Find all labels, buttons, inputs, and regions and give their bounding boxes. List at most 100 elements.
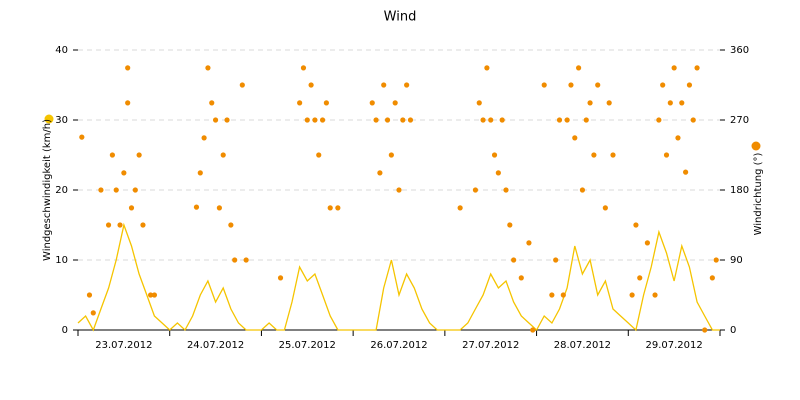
direction-point <box>316 152 322 158</box>
direction-point <box>679 100 685 106</box>
direction-point <box>644 240 650 246</box>
y2-tick-label: 270 <box>730 115 749 126</box>
direction-point <box>472 187 479 193</box>
direction-point <box>457 205 463 211</box>
direction-point <box>671 65 677 71</box>
direction-point <box>193 204 200 210</box>
direction-point <box>388 152 394 158</box>
direction-point <box>587 100 593 106</box>
direction-point <box>205 65 211 71</box>
direction-point <box>197 170 203 176</box>
direction-point <box>694 65 700 71</box>
direction-point <box>105 222 112 228</box>
direction-point <box>488 117 494 123</box>
direction-point <box>140 222 146 228</box>
direction-point <box>709 275 715 281</box>
direction-point <box>518 275 524 281</box>
direction-point <box>212 117 219 123</box>
direction-point <box>407 117 414 123</box>
direction-point <box>128 205 135 211</box>
direction-point <box>484 65 490 71</box>
direction-point <box>541 82 547 88</box>
direction-point <box>86 292 93 298</box>
direction-point <box>232 257 238 263</box>
y2-tick-label: 360 <box>730 45 749 56</box>
direction-point <box>300 65 307 71</box>
direction-point <box>507 222 513 228</box>
y2-tick-label: 180 <box>730 185 749 196</box>
direction-point <box>277 275 284 281</box>
direction-point <box>495 170 501 176</box>
direction-point <box>553 257 559 263</box>
direction-point <box>312 117 318 123</box>
direction-point <box>369 100 375 106</box>
direction-point <box>243 257 249 263</box>
direction-point <box>228 222 234 228</box>
direction-point <box>377 170 383 176</box>
direction-point <box>148 292 154 298</box>
direction-point <box>400 117 406 123</box>
direction-point <box>224 117 230 123</box>
direction-point <box>690 117 696 123</box>
direction-point <box>297 100 303 106</box>
legend-marker <box>44 114 54 124</box>
direction-point <box>319 117 326 123</box>
direction-point <box>132 187 138 193</box>
y-axis-title: Windgeschwindigkeit (km/h) <box>42 119 53 261</box>
direction-point <box>392 100 398 106</box>
direction-point <box>480 117 486 123</box>
y2-axis-title: Windrichtung (°) <box>753 153 764 236</box>
direction-point <box>663 152 670 158</box>
direction-point <box>90 310 96 316</box>
x-tick-label: 24.07.2012 <box>187 340 244 351</box>
direction-point <box>686 82 693 88</box>
direction-point <box>652 292 658 298</box>
direction-point <box>511 257 517 263</box>
direction-point <box>583 117 589 123</box>
direction-point <box>117 222 123 228</box>
direction-point <box>713 257 719 263</box>
y-tick-label: 20 <box>55 185 68 196</box>
direction-point <box>335 205 341 211</box>
x-tick-label: 23.07.2012 <box>95 340 152 351</box>
y-tick-label: 30 <box>55 115 68 126</box>
x-tick-label: 29.07.2012 <box>646 340 703 351</box>
speed-line <box>77 222 720 332</box>
direction-point <box>564 117 570 123</box>
x-tick-label: 28.07.2012 <box>554 340 611 351</box>
direction-point <box>530 327 536 333</box>
direction-point <box>576 65 582 71</box>
direction-point <box>304 117 310 123</box>
direction-point <box>560 292 566 298</box>
direction-point <box>476 100 482 106</box>
direction-point <box>503 187 509 193</box>
direction-point <box>556 117 563 123</box>
direction-point <box>216 205 222 211</box>
direction-point <box>499 117 505 123</box>
y2-tick-label: 90 <box>730 255 743 266</box>
direction-point <box>125 100 131 106</box>
direction-point <box>595 82 601 88</box>
direction-point <box>572 135 578 141</box>
direction-point <box>656 117 662 123</box>
direction-point <box>396 187 402 193</box>
y2-tick-label: 0 <box>730 325 736 336</box>
direction-point <box>113 187 119 193</box>
direction-point <box>637 275 643 281</box>
x-tick-label: 25.07.2012 <box>279 340 336 351</box>
x-tick-label: 26.07.2012 <box>370 340 427 351</box>
direction-point <box>702 327 708 333</box>
direction-point <box>121 170 127 176</box>
direction-point <box>109 152 115 158</box>
y-tick-label: 0 <box>62 325 68 336</box>
direction-point <box>381 82 387 88</box>
direction-point <box>606 100 612 106</box>
direction-point <box>201 135 207 141</box>
direction-point <box>239 82 245 88</box>
direction-point <box>404 82 410 88</box>
direction-point <box>384 117 391 123</box>
direction-point <box>209 100 215 106</box>
chart-title: Wind <box>384 10 417 25</box>
direction-point <box>568 82 574 88</box>
direction-point <box>136 152 142 158</box>
